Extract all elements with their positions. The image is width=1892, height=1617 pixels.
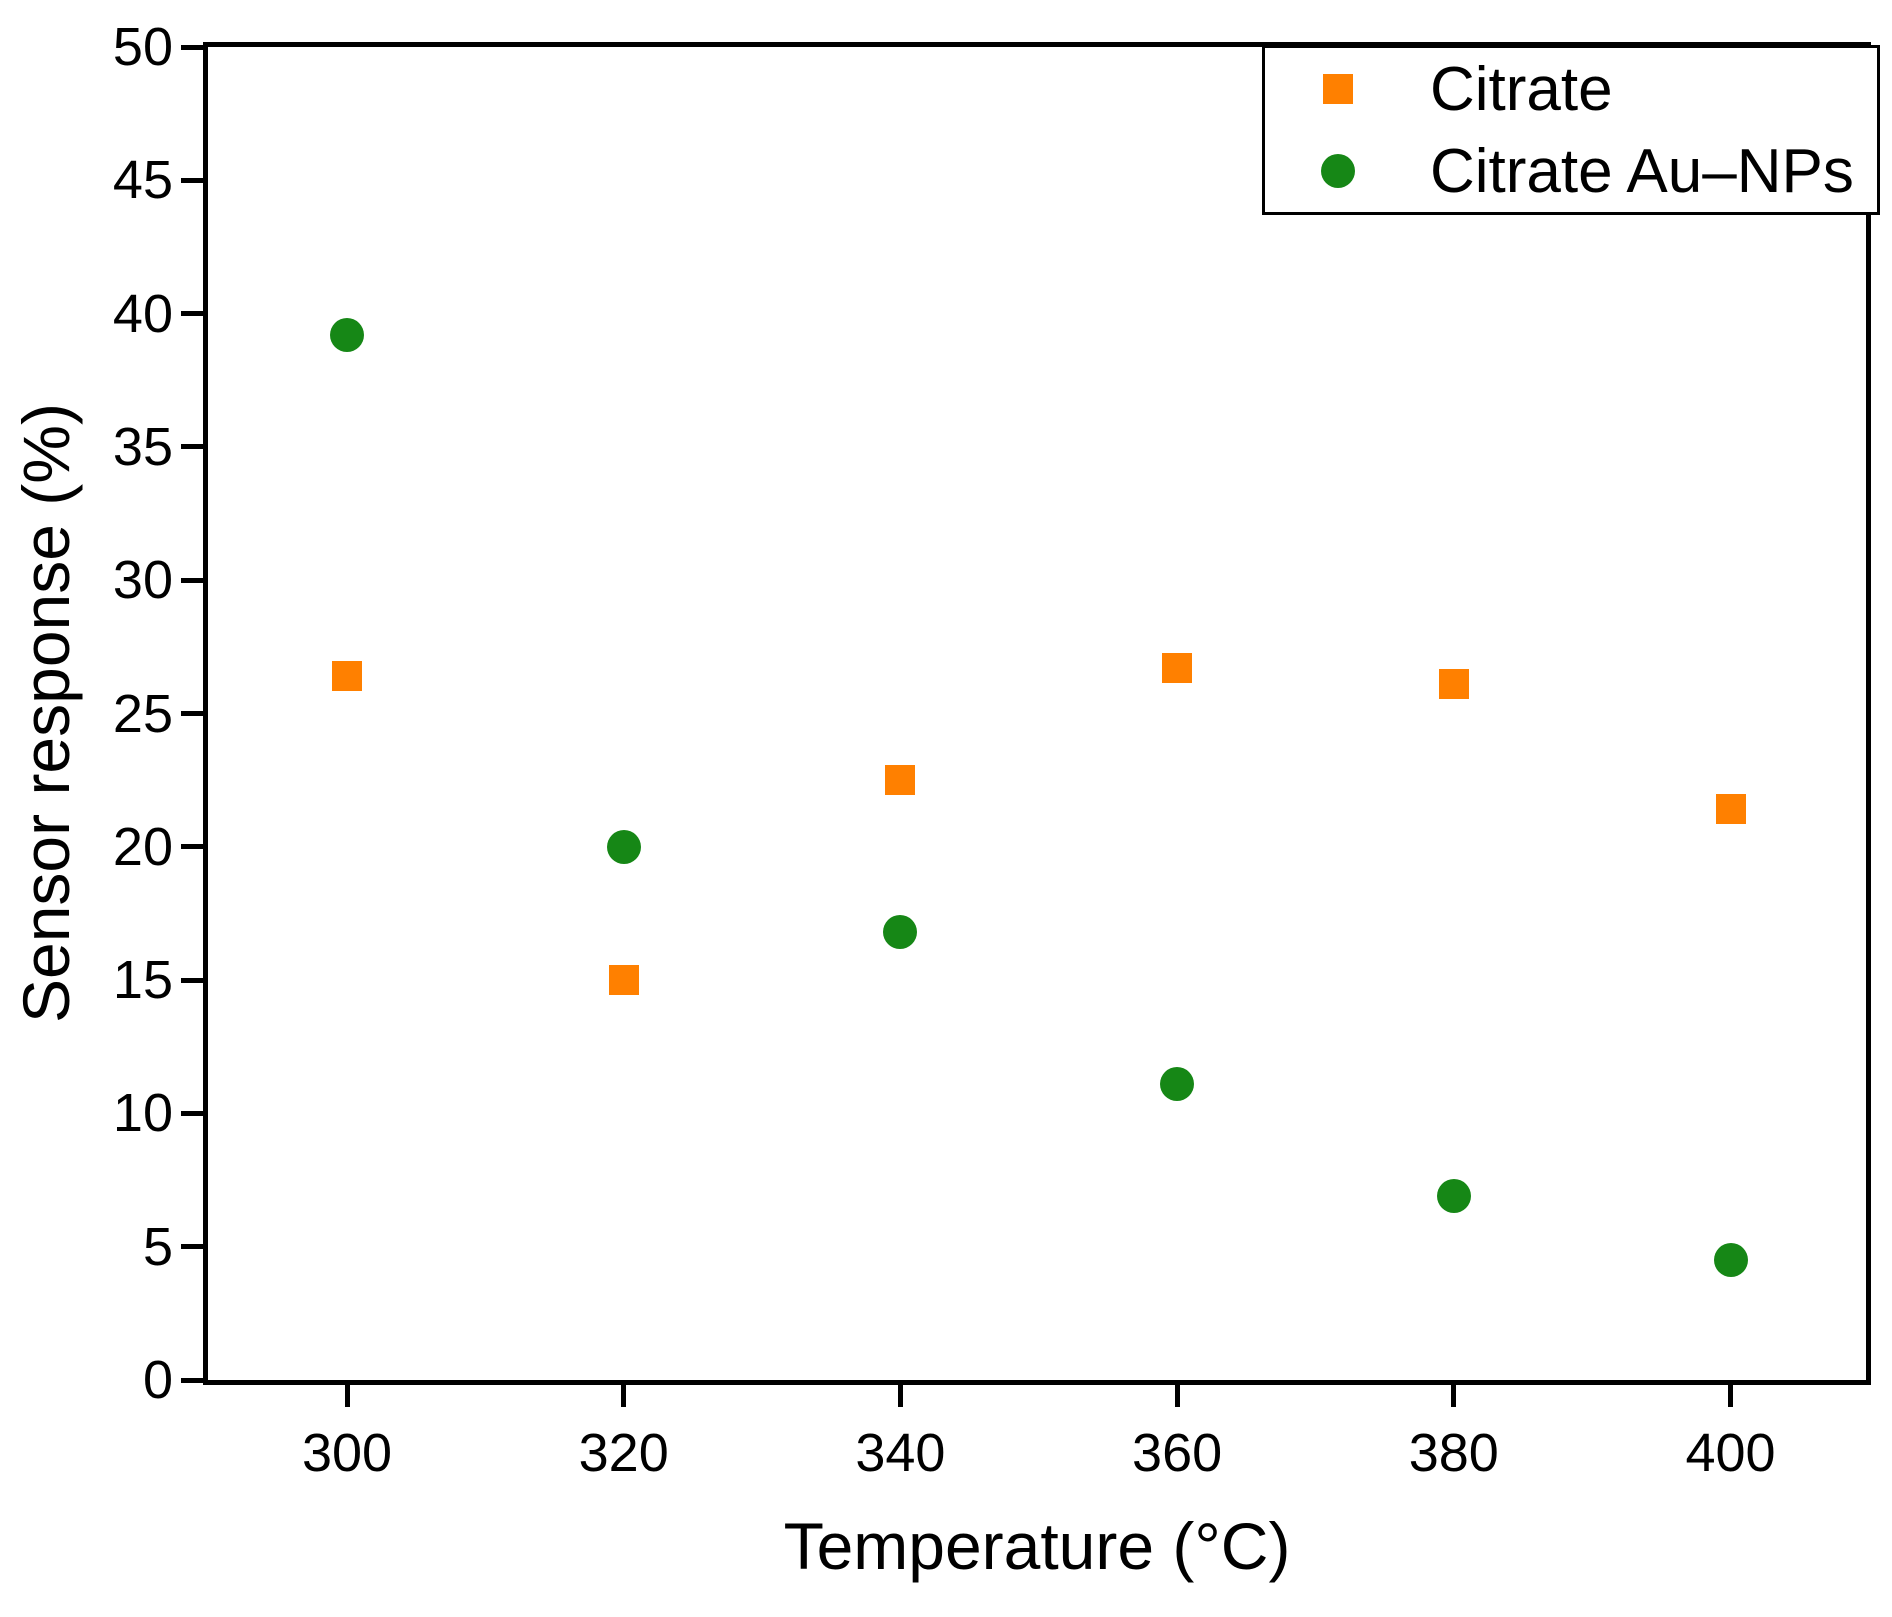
- y-axis-tick: [181, 177, 203, 183]
- x-axis-tick-label: 360: [1132, 1423, 1223, 1483]
- x-axis-tick: [897, 1385, 903, 1407]
- au-nps-data-point: [1436, 1179, 1471, 1214]
- au-nps-data-point: [1713, 1243, 1748, 1278]
- y-axis-tick: [181, 844, 203, 850]
- y-axis-tick: [181, 711, 203, 716]
- x-axis-tick-label: 380: [1408, 1423, 1499, 1483]
- y-axis-tick: [181, 577, 203, 583]
- citrate-data-point: [332, 661, 362, 692]
- y-axis-tick: [181, 1244, 203, 1250]
- y-axis-tick: [181, 44, 203, 50]
- citrate-square-swatch-icon: [1323, 74, 1353, 104]
- x-axis-tick-label: 340: [855, 1423, 946, 1483]
- citrate-data-point: [1438, 669, 1469, 700]
- y-axis-tick-label: 40: [112, 283, 173, 344]
- x-axis-tick: [344, 1385, 350, 1407]
- x-axis-tick-label: 320: [578, 1423, 669, 1483]
- citrate-data-point: [1162, 653, 1193, 684]
- citrate-data-point: [885, 765, 916, 796]
- y-axis-tick-label: 50: [112, 17, 173, 77]
- plot-area: [203, 42, 1871, 1385]
- y-axis-tick: [181, 977, 203, 983]
- x-axis-tick-label: 300: [301, 1423, 393, 1483]
- au-nps-data-point: [1160, 1067, 1195, 1102]
- legend: Citrate Citrate Au–NPs: [1262, 45, 1880, 215]
- y-axis-tick: [181, 1377, 203, 1383]
- x-axis-tick: [1451, 1385, 1457, 1407]
- y-axis-tick-label: 20: [112, 816, 173, 877]
- y-axis-tick-label: 25: [112, 683, 173, 744]
- y-axis-tick: [181, 444, 203, 450]
- citrate-data-point: [608, 965, 639, 996]
- x-axis-tick: [1728, 1385, 1733, 1407]
- y-axis-tick-label: 35: [112, 416, 173, 477]
- y-axis-tick: [181, 1110, 203, 1116]
- x-axis-tick: [621, 1385, 627, 1407]
- y-axis-tick-label: 15: [112, 950, 173, 1011]
- y-axis-tick: [181, 311, 203, 317]
- legend-label-au-nps: Citrate Au–NPs: [1430, 136, 1854, 206]
- au-nps-data-point: [883, 915, 918, 950]
- x-axis-tick: [1174, 1385, 1180, 1407]
- x-axis-title: Temperature (°C): [783, 1509, 1291, 1583]
- au-nps-data-point: [606, 829, 641, 864]
- legend-item-citrate: Citrate: [1265, 48, 1877, 130]
- y-axis-tick-label: 30: [112, 550, 173, 611]
- au-nps-data-point: [330, 317, 364, 352]
- y-axis-tick-label: 45: [112, 150, 173, 211]
- y-axis-tick-label: 5: [142, 1216, 173, 1277]
- au-nps-circle-swatch-icon: [1321, 154, 1355, 188]
- legend-label-citrate: Citrate: [1430, 54, 1613, 124]
- x-axis-tick-label: 400: [1685, 1423, 1776, 1483]
- y-axis-tick-label: 0: [142, 1350, 173, 1410]
- y-axis-tick-label: 10: [112, 1083, 173, 1144]
- legend-item-au-nps: Citrate Au–NPs: [1265, 130, 1877, 212]
- citrate-data-point: [1715, 794, 1746, 825]
